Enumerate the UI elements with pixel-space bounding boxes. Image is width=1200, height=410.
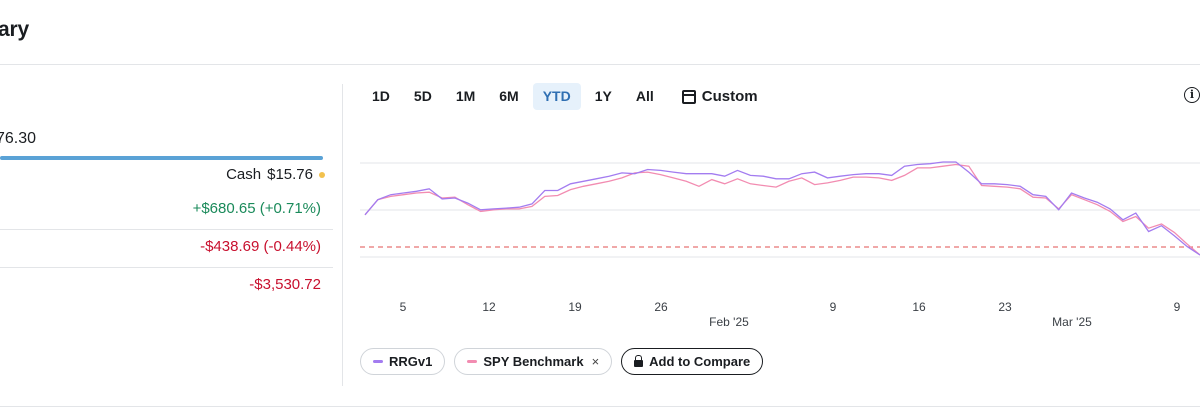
tab-5d[interactable]: 5D: [413, 88, 432, 104]
stat-value: -$3,530.72: [249, 276, 321, 293]
info-icon[interactable]: i: [1184, 87, 1200, 103]
performance-chart: 5 12 19 26 9 16 23 9 Feb '25 Mar '25: [360, 161, 1200, 329]
lock-icon: [634, 355, 644, 367]
month-label: Feb '25: [709, 315, 749, 329]
stat-value: +$680.65 (+0.71%): [192, 200, 321, 217]
tab-custom[interactable]: Custom: [672, 83, 768, 110]
x-tick-label: 9: [830, 300, 837, 314]
x-tick-label: 19: [568, 300, 582, 314]
legend-label: RRGv1: [389, 354, 433, 369]
allocation-bar: [0, 156, 323, 160]
chart-legend: RRGv1 SPY Benchmark × Add to Compare: [360, 348, 764, 375]
x-tick-label: 9: [1174, 300, 1181, 314]
cash-label: Cash: [226, 166, 262, 183]
x-tick-label: 5: [400, 300, 407, 314]
tab-1y[interactable]: 1Y: [594, 88, 612, 104]
series-swatch: [467, 360, 478, 363]
series-swatch: [373, 360, 383, 363]
stat-value: -$438.69 (-0.44%): [200, 238, 321, 255]
legend-chip-spy-benchmark[interactable]: SPY Benchmark ×: [454, 348, 613, 375]
footer-divider: [0, 406, 1200, 407]
x-tick-label: 26: [654, 300, 668, 314]
calendar-icon: [681, 89, 696, 104]
tab-ytd[interactable]: YTD: [532, 83, 581, 110]
tab-1m[interactable]: 1M: [455, 88, 476, 104]
stat-row-realized: -$3,530.72: [0, 268, 333, 306]
legend-label: SPY Benchmark: [483, 354, 584, 369]
column-divider: [342, 84, 343, 386]
tab-1d[interactable]: 1D: [372, 88, 390, 104]
page-title: ary: [0, 18, 29, 41]
series-line-rrgv1: [364, 161, 1200, 256]
add-to-compare-button[interactable]: Add to Compare: [621, 348, 764, 375]
x-tick-label: 16: [912, 300, 926, 314]
cash-value: $15.76: [267, 166, 313, 183]
tab-6m[interactable]: 6M: [499, 88, 519, 104]
stat-row-total-return: +$680.65 (+0.71%): [0, 192, 333, 230]
cash-row: Cash $15.76: [226, 166, 325, 183]
x-tick-label: 23: [998, 300, 1012, 314]
cash-dot-icon: [319, 171, 325, 178]
close-icon[interactable]: ×: [591, 354, 600, 369]
tab-all[interactable]: All: [635, 88, 654, 104]
header-divider: [0, 64, 1200, 65]
legend-chip-rrgv1[interactable]: RRGv1: [360, 348, 446, 375]
timeframe-tabs: 1D 5D 1M 6M YTD 1Y All Custom: [362, 83, 772, 110]
stat-row-day-change: -$438.69 (-0.44%): [0, 230, 333, 268]
x-tick-label: 12: [482, 300, 496, 314]
custom-label: Custom: [701, 88, 758, 105]
month-label: Mar '25: [1052, 315, 1092, 329]
compare-label: Add to Compare: [649, 354, 751, 369]
portfolio-total-value: 76.30: [0, 130, 37, 147]
